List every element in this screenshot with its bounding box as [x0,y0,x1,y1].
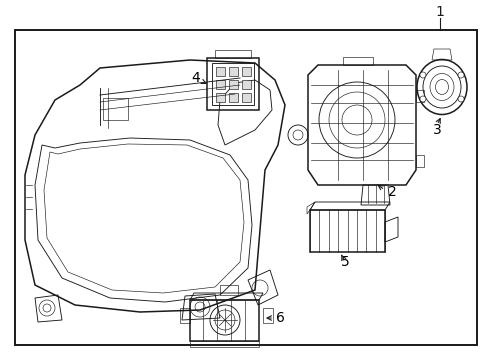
Bar [263,308,272,323]
Bar [180,308,190,323]
Text: 5: 5 [340,255,348,269]
Bar [228,93,238,102]
Text: 6: 6 [275,311,284,325]
Bar [190,341,259,347]
Bar [15,30,476,345]
Bar [216,67,224,76]
Text: 1: 1 [435,5,444,19]
Bar [103,98,128,120]
Text: 2: 2 [387,185,396,199]
Bar [206,58,259,110]
Bar [215,50,250,58]
Bar [415,155,423,167]
Bar [415,90,423,102]
Bar [220,285,238,295]
Bar [216,93,224,102]
Bar [190,300,259,341]
Circle shape [457,72,463,78]
Circle shape [419,72,425,78]
Bar [228,67,238,76]
Text: 4: 4 [191,71,200,85]
Bar [228,80,238,89]
Bar [212,63,253,105]
Bar [242,67,250,76]
Text: 3: 3 [432,123,441,137]
Bar [242,93,250,102]
Circle shape [419,96,425,102]
Bar [216,80,224,89]
Bar [309,210,384,252]
Bar [242,80,250,89]
Bar [342,57,372,65]
Circle shape [457,96,463,102]
